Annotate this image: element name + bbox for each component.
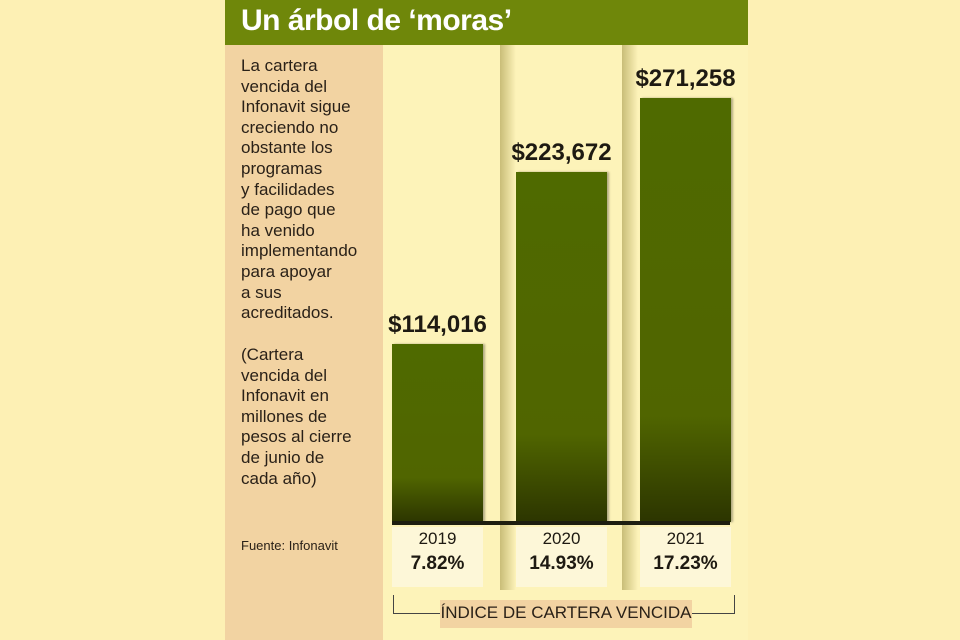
text-line: pesos al cierre bbox=[241, 427, 352, 447]
description-text: La cartera vencida del Infonavit sigue crec… bbox=[241, 56, 357, 324]
text-line: implementando bbox=[241, 241, 358, 261]
column-divider bbox=[500, 45, 516, 590]
text-line: obstante los bbox=[241, 138, 333, 158]
source: Fuente: Infonavit bbox=[241, 538, 338, 553]
year-label: 2019 bbox=[418, 529, 457, 548]
index-label: ÍNDICE DE CARTERA VENCIDA bbox=[440, 600, 692, 628]
text-line: a sus bbox=[241, 282, 282, 302]
text-line: creciendo no bbox=[241, 117, 339, 137]
text-line: y facilidades bbox=[241, 179, 335, 199]
bar-2021 bbox=[640, 98, 731, 522]
text-line: de pago que bbox=[241, 200, 336, 220]
text-line: (Cartera bbox=[241, 345, 304, 364]
text-line: ha venido bbox=[241, 220, 315, 240]
text-line: acreditados. bbox=[241, 303, 334, 323]
value-label: $114,016 bbox=[388, 310, 487, 338]
column-divider bbox=[622, 45, 638, 590]
text-line: millones de bbox=[241, 406, 327, 426]
text-line: Infonavit sigue bbox=[241, 97, 351, 117]
value-label: $271,258 bbox=[635, 65, 736, 92]
description-panel: La cartera vencida del Infonavit sigue crec… bbox=[225, 45, 383, 640]
year-label: 2020 bbox=[542, 529, 581, 548]
category-box: 2021 17.23% bbox=[640, 527, 731, 587]
chart-title: Un árbol de ‘moras’ bbox=[241, 4, 512, 37]
text-line: vencida del bbox=[241, 76, 328, 96]
category-box: 2020 14.93% bbox=[516, 527, 607, 587]
text-line: programas bbox=[241, 158, 323, 178]
bar-2019 bbox=[392, 343, 483, 522]
index-value: 17.23% bbox=[653, 553, 718, 574]
note-text: (Cartera vencida del Infonavit en millones … bbox=[241, 345, 352, 489]
text-line: vencida del bbox=[241, 365, 328, 385]
category-box: 2019 7.82% bbox=[392, 527, 483, 587]
baseline bbox=[392, 521, 730, 525]
text-line: Infonavit en bbox=[241, 386, 329, 406]
index-value: 14.93% bbox=[529, 553, 594, 574]
bar-2020 bbox=[516, 172, 607, 522]
text-line: La cartera bbox=[241, 56, 318, 75]
text-line: de junio de bbox=[241, 447, 325, 467]
value-label: $223,672 bbox=[511, 139, 612, 167]
year-label: 2021 bbox=[666, 529, 705, 548]
header: Un árbol de ‘moras’ bbox=[225, 0, 748, 45]
index-value: 7.82% bbox=[410, 553, 465, 574]
text-line: cada año) bbox=[241, 468, 317, 488]
text-line: para apoyar bbox=[241, 261, 332, 281]
